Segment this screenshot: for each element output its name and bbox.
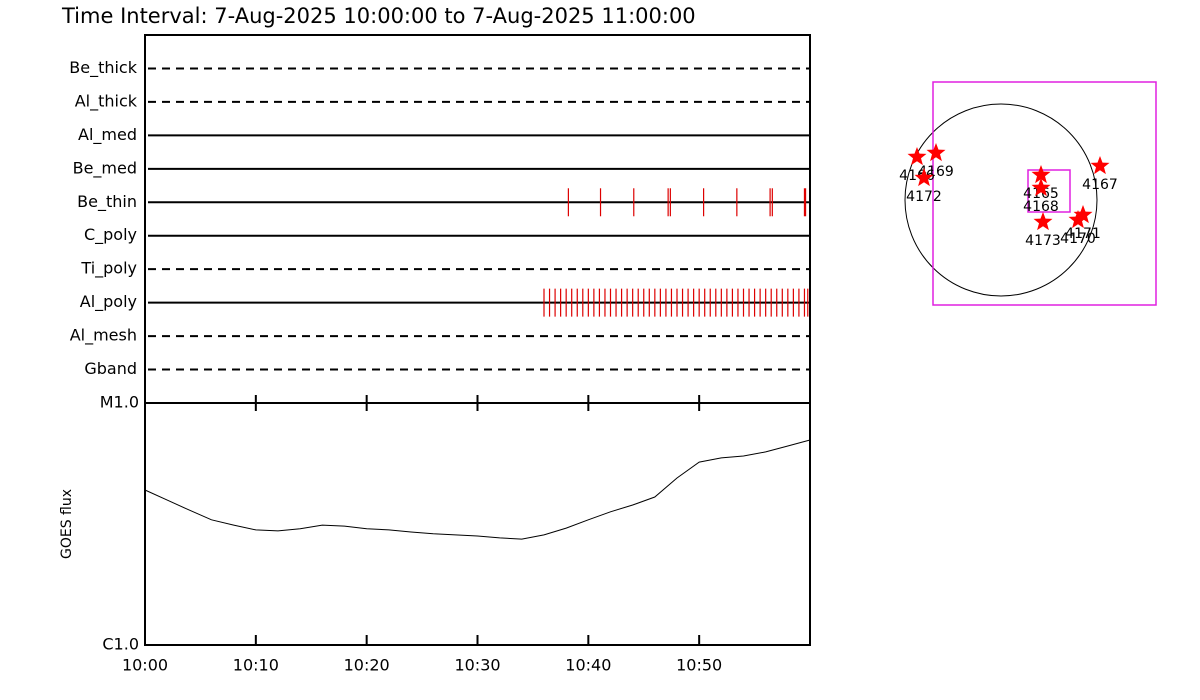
active-region-star bbox=[1068, 210, 1088, 229]
x-tick-label: 10:30 bbox=[454, 656, 500, 675]
row-label: Gband bbox=[84, 359, 137, 378]
y-tick-label: M1.0 bbox=[100, 393, 139, 412]
x-tick-label: 10:40 bbox=[565, 656, 611, 675]
active-region-label: 4171 bbox=[1065, 226, 1101, 242]
active-region-label: 4165 bbox=[1023, 186, 1059, 202]
plot-frame bbox=[144, 34, 811, 646]
active-region-star bbox=[1090, 156, 1110, 175]
active-region-star bbox=[907, 147, 927, 166]
y-axis-label: GOES flux bbox=[59, 489, 75, 559]
x-tick-label: 10:50 bbox=[676, 656, 722, 675]
row-label: Al_med bbox=[78, 125, 137, 145]
active-region-star bbox=[914, 168, 934, 187]
chart-title: Time Interval: 7-Aug-2025 10:00:00 to 7-… bbox=[61, 4, 696, 28]
active-region-label: 4167 bbox=[1082, 177, 1118, 193]
active-region-label: 4168 bbox=[1023, 199, 1059, 215]
fov-box bbox=[932, 81, 1157, 306]
y-tick-label: C1.0 bbox=[102, 635, 139, 654]
active-region-label: 4170 bbox=[1060, 231, 1096, 247]
x-tick-label: 10:20 bbox=[344, 656, 390, 675]
active-region-star bbox=[1031, 178, 1051, 197]
x-tick-label: 10:00 bbox=[122, 656, 168, 675]
row-label: Be_thick bbox=[69, 58, 137, 78]
active-region-star bbox=[926, 143, 946, 162]
row-label: Be_med bbox=[73, 158, 137, 178]
row-label: Ti_poly bbox=[80, 259, 137, 279]
row-label: Be_thin bbox=[77, 192, 137, 212]
active-region-star bbox=[1031, 165, 1051, 184]
row-label: Al_mesh bbox=[70, 326, 137, 346]
active-region-label: 4172 bbox=[906, 189, 942, 205]
goes-curve bbox=[144, 439, 811, 540]
row-label: C_poly bbox=[84, 225, 137, 245]
row-label: Al_thick bbox=[75, 91, 138, 111]
active-region-star bbox=[1073, 205, 1093, 224]
zoom-box bbox=[1027, 169, 1071, 213]
solar-disk bbox=[904, 103, 1098, 297]
active-region-star bbox=[1033, 212, 1053, 231]
active-region-label: 4173 bbox=[1025, 233, 1061, 249]
row-label: Al_poly bbox=[80, 292, 137, 312]
x-tick-label: 10:10 bbox=[233, 656, 279, 675]
